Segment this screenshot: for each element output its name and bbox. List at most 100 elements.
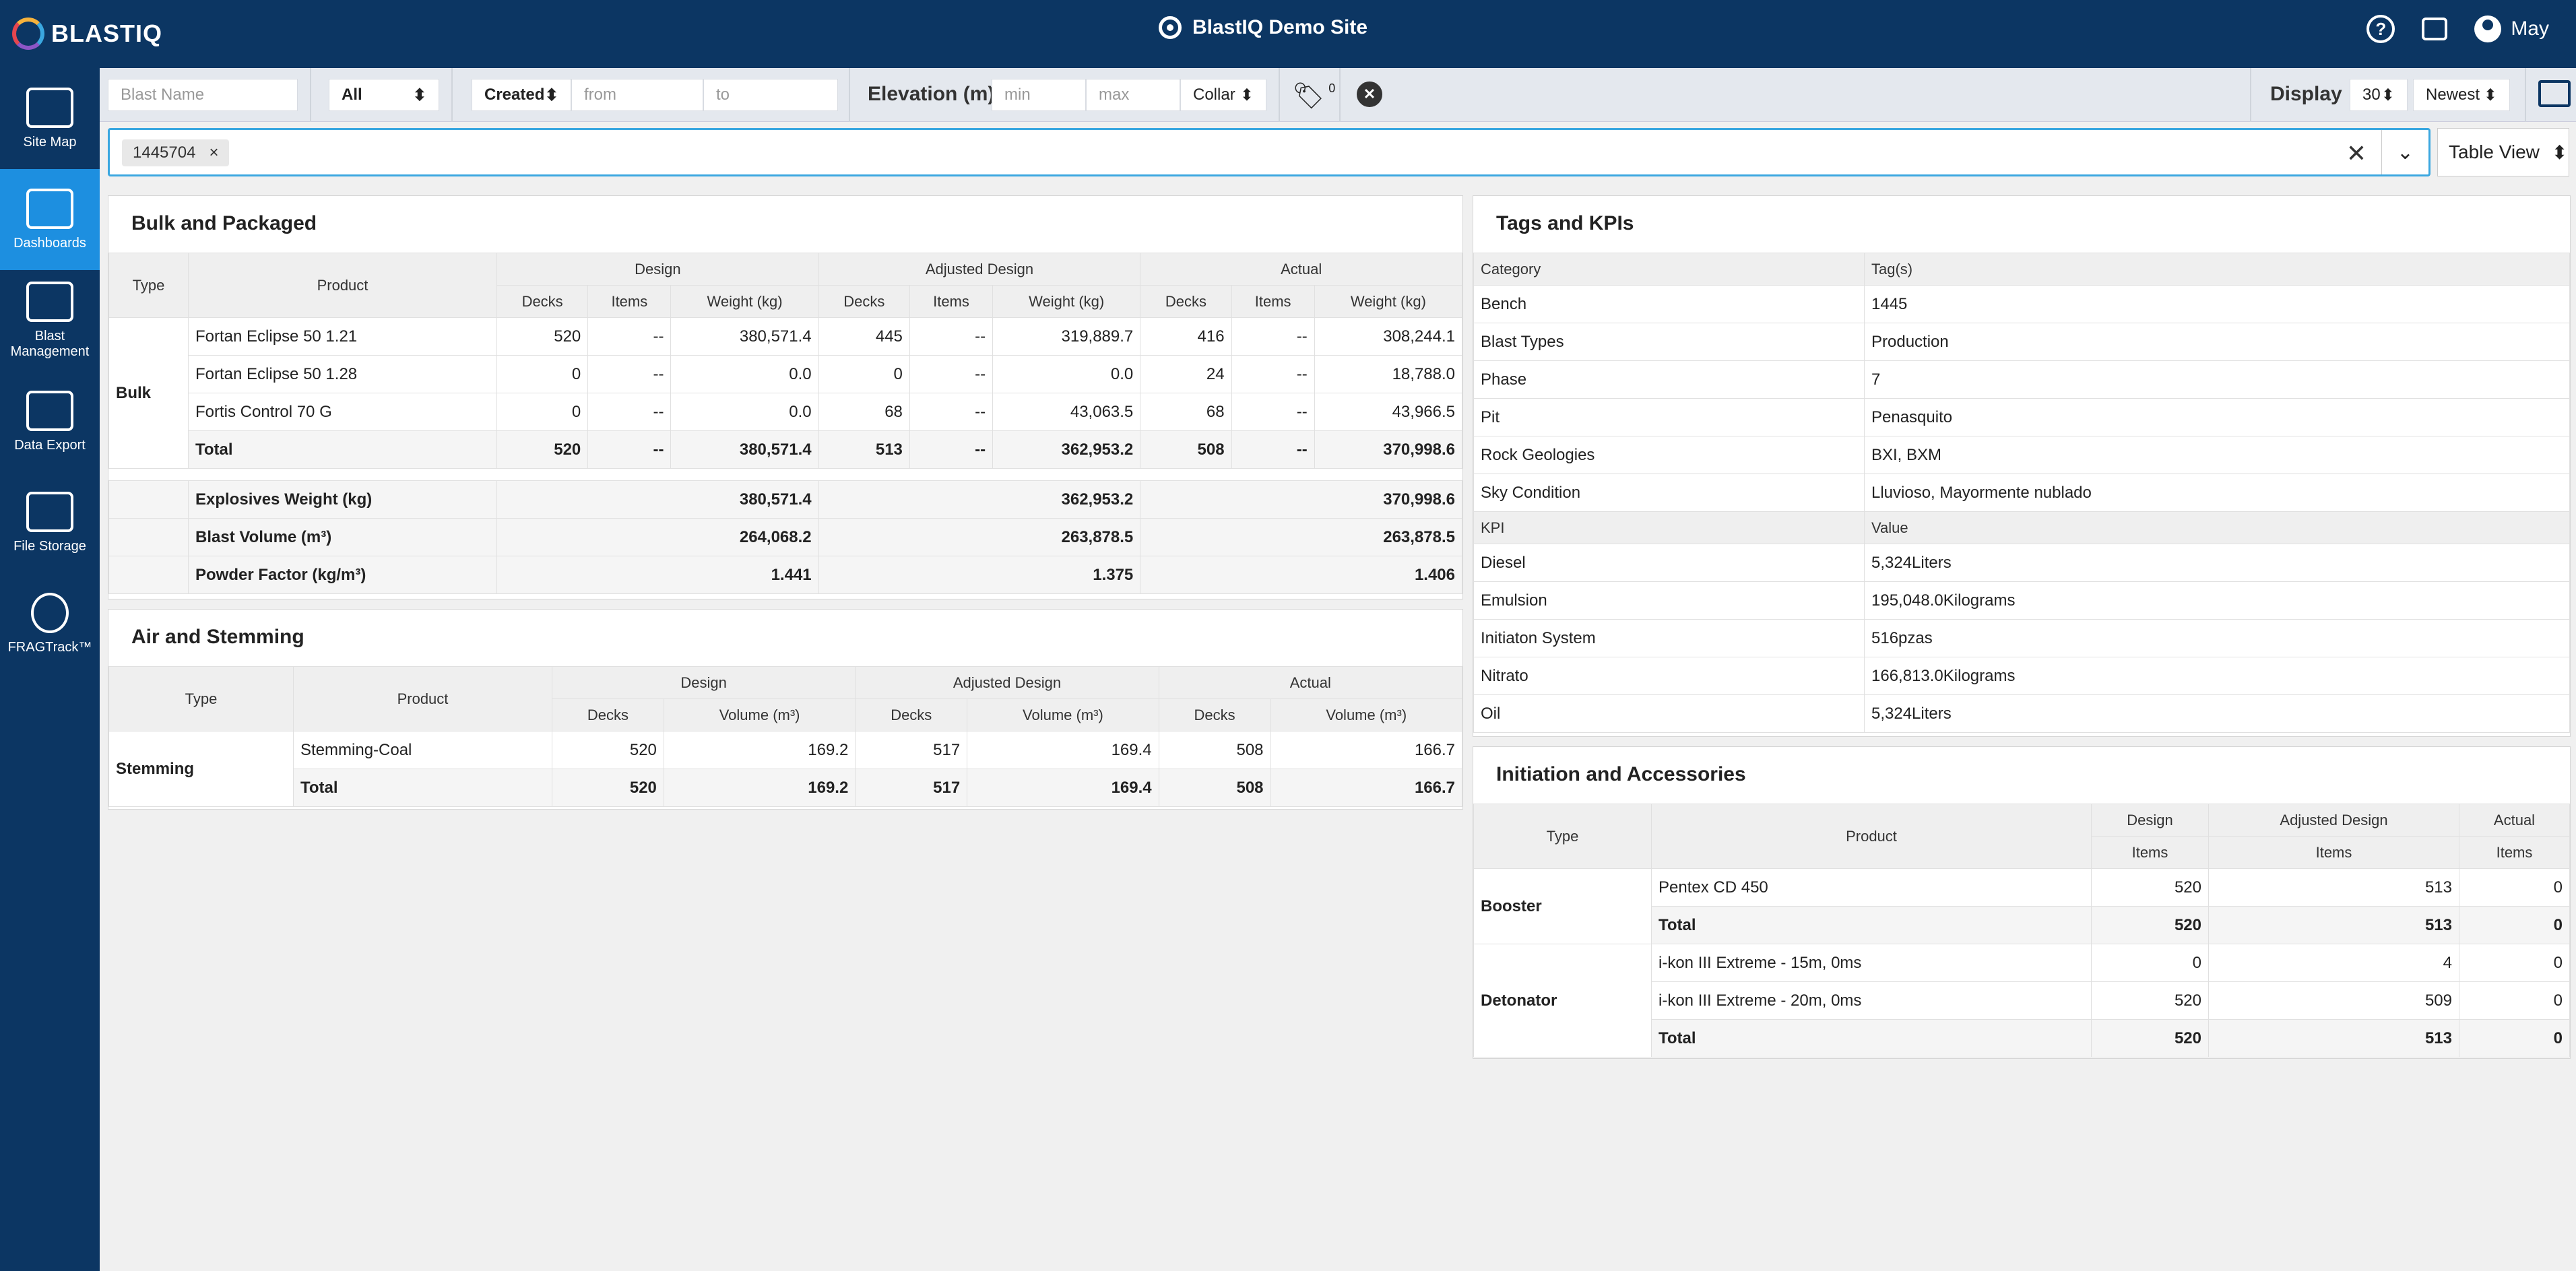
value-cell: 0	[818, 355, 910, 393]
nav-file-storage[interactable]: File Storage	[0, 472, 100, 573]
fragtrack-icon	[31, 592, 69, 633]
map-icon	[26, 87, 73, 128]
summary-value: 362,953.2	[818, 480, 1141, 519]
elevation-min-input[interactable]: min	[992, 79, 1086, 111]
air-table: Type Product Design Adjusted Design Actu…	[108, 666, 1463, 807]
total-label: Total	[1651, 906, 2092, 944]
value-cell: 0	[2091, 944, 2209, 982]
total-cell: --	[587, 430, 672, 469]
tag-filter-button[interactable]: 🏷 0	[1292, 82, 1335, 111]
total-cell: 520	[2091, 1019, 2209, 1057]
summary-label: Powder Factor (kg/m³)	[188, 556, 497, 594]
date-from-input[interactable]: from	[571, 79, 703, 111]
product-cell: Pentex CD 450	[1651, 868, 2092, 907]
table-row: Fortis Control 70 G 0 -- 0.0 68 -- 43,063.5 …	[109, 393, 1463, 431]
logo-ring-icon	[12, 18, 44, 50]
air-stemming-card: Air and Stemming Type Product Design Adj…	[108, 609, 1463, 810]
list-icon	[26, 282, 73, 322]
type-cell: Bulk	[108, 317, 189, 469]
filter-bar: Blast Name All ⬍ Created ⬍ from to Elevati…	[100, 68, 2576, 122]
summary-label: Blast Volume (m³)	[188, 518, 497, 556]
header-product: Product	[293, 666, 552, 731]
display-count-value: 30	[2362, 86, 2381, 104]
value-cell: --	[909, 393, 994, 431]
view-select[interactable]: Table View ⬍	[2437, 128, 2569, 176]
header-type: Type	[108, 253, 189, 318]
nav-label: Dashboards	[13, 235, 86, 251]
status-select[interactable]: All ⬍	[329, 79, 439, 111]
book-icon[interactable]	[2538, 80, 2571, 107]
product-cell: Fortan Eclipse 50 1.21	[188, 317, 497, 356]
divider	[451, 68, 453, 122]
nav-site-map[interactable]: Site Map	[0, 68, 100, 169]
subheader: Decks	[1140, 285, 1232, 318]
nav-label: Data Export	[14, 437, 86, 453]
tag-row: Rock Geologies BXI, BXM	[1473, 436, 2570, 474]
clear-filters-icon[interactable]: ✕	[1357, 82, 1382, 107]
date-to-input[interactable]: to	[703, 79, 838, 111]
display-label: Display	[2270, 83, 2342, 105]
value-cell: 0	[2459, 981, 2570, 1020]
value-cell: --	[909, 355, 994, 393]
elevation-ref-value: Collar	[1193, 86, 1235, 104]
tag-row: Pit Penasquito	[1473, 398, 2570, 436]
value-cell: --	[909, 317, 994, 356]
tags-table: Category Tag(s) Bench 1445 Blast Types Prod…	[1473, 253, 2570, 733]
user-menu[interactable]: May	[2474, 15, 2549, 42]
blast-name-input[interactable]: Blast Name	[108, 79, 298, 111]
kpi-value: 5,324Liters	[1864, 544, 2570, 582]
sort-value: Newest	[2426, 86, 2480, 104]
product-cell: Fortis Control 70 G	[188, 393, 497, 431]
chip-remove-icon[interactable]: ×	[209, 143, 219, 162]
kpi-row: Initiaton System 516pzas	[1473, 619, 2570, 657]
subheader: Decks	[1158, 698, 1271, 731]
blast-search-box[interactable]: 1445704 × ✕ ⌄	[108, 128, 2430, 176]
subheader: Items	[1231, 285, 1315, 318]
kpi-name: Emulsion	[1473, 581, 1865, 620]
nav-fragtrack[interactable]: FRAGTrack™	[0, 573, 100, 674]
tag-value: Production	[1864, 323, 2570, 361]
tag-icon: 🏷	[1292, 82, 1325, 110]
sort-select[interactable]: Newest ⬍	[2413, 79, 2510, 111]
blastiq-logo[interactable]: BLASTIQ	[12, 18, 162, 50]
help-icon[interactable]: ?	[2366, 15, 2395, 43]
header-design: Design	[551, 666, 856, 699]
date-type-select[interactable]: Created ⬍	[472, 79, 571, 111]
kpi-name: Initiaton System	[1473, 619, 1865, 657]
product-cell: i-kon III Extreme - 20m, 0ms	[1651, 981, 2092, 1020]
table-row: Detonator i-kon III Extreme - 15m, 0ms 0…	[1473, 944, 2570, 1057]
bulk-table: Type Product Design Adjusted Design Actu…	[108, 253, 1463, 594]
summary-value: 263,878.5	[818, 518, 1141, 556]
summary-value: 370,998.6	[1140, 480, 1462, 519]
notifications-icon[interactable]	[2422, 18, 2448, 40]
elevation-ref-select[interactable]: Collar ⬍	[1180, 79, 1266, 111]
product-cell: Fortan Eclipse 50 1.28	[188, 355, 497, 393]
value-cell: 509	[2208, 981, 2459, 1020]
header-adjusted-design: Adjusted Design	[2208, 804, 2459, 837]
total-row: Total 520 513 0	[1474, 906, 2570, 944]
tag-category: Blast Types	[1473, 323, 1865, 361]
kpi-value: 5,324Liters	[1864, 694, 2570, 733]
tag-value: Penasquito	[1864, 398, 2570, 436]
nav-data-export[interactable]: Data Export	[0, 371, 100, 472]
nav-dashboards[interactable]: Dashboards	[0, 169, 100, 270]
elevation-max-input[interactable]: max	[1086, 79, 1180, 111]
header-type: Type	[108, 666, 294, 731]
clear-search-icon[interactable]: ✕	[2346, 139, 2366, 167]
table-row: Booster Pentex CD 450 520 513 0	[1473, 868, 2570, 944]
tag-category: Pit	[1473, 398, 1865, 436]
total-cell: 169.2	[663, 769, 856, 807]
value-cell: 0.0	[670, 355, 819, 393]
blast-chip[interactable]: 1445704 ×	[122, 139, 230, 166]
site-selector[interactable]: BlastIQ Demo Site	[1159, 16, 1367, 39]
kpi-name: Oil	[1473, 694, 1865, 733]
value-cell: --	[1231, 317, 1315, 356]
nav-label: Site Map	[23, 134, 77, 150]
display-count-select[interactable]: 30 ⬍	[2350, 79, 2408, 111]
divider	[2250, 68, 2251, 122]
chevron-down-icon[interactable]: ⌄	[2381, 130, 2428, 174]
total-cell: --	[1231, 430, 1315, 469]
value-cell: 513	[2208, 868, 2459, 907]
subheader: Items	[587, 285, 672, 318]
nav-blast-management[interactable]: Blast Management	[0, 270, 100, 371]
